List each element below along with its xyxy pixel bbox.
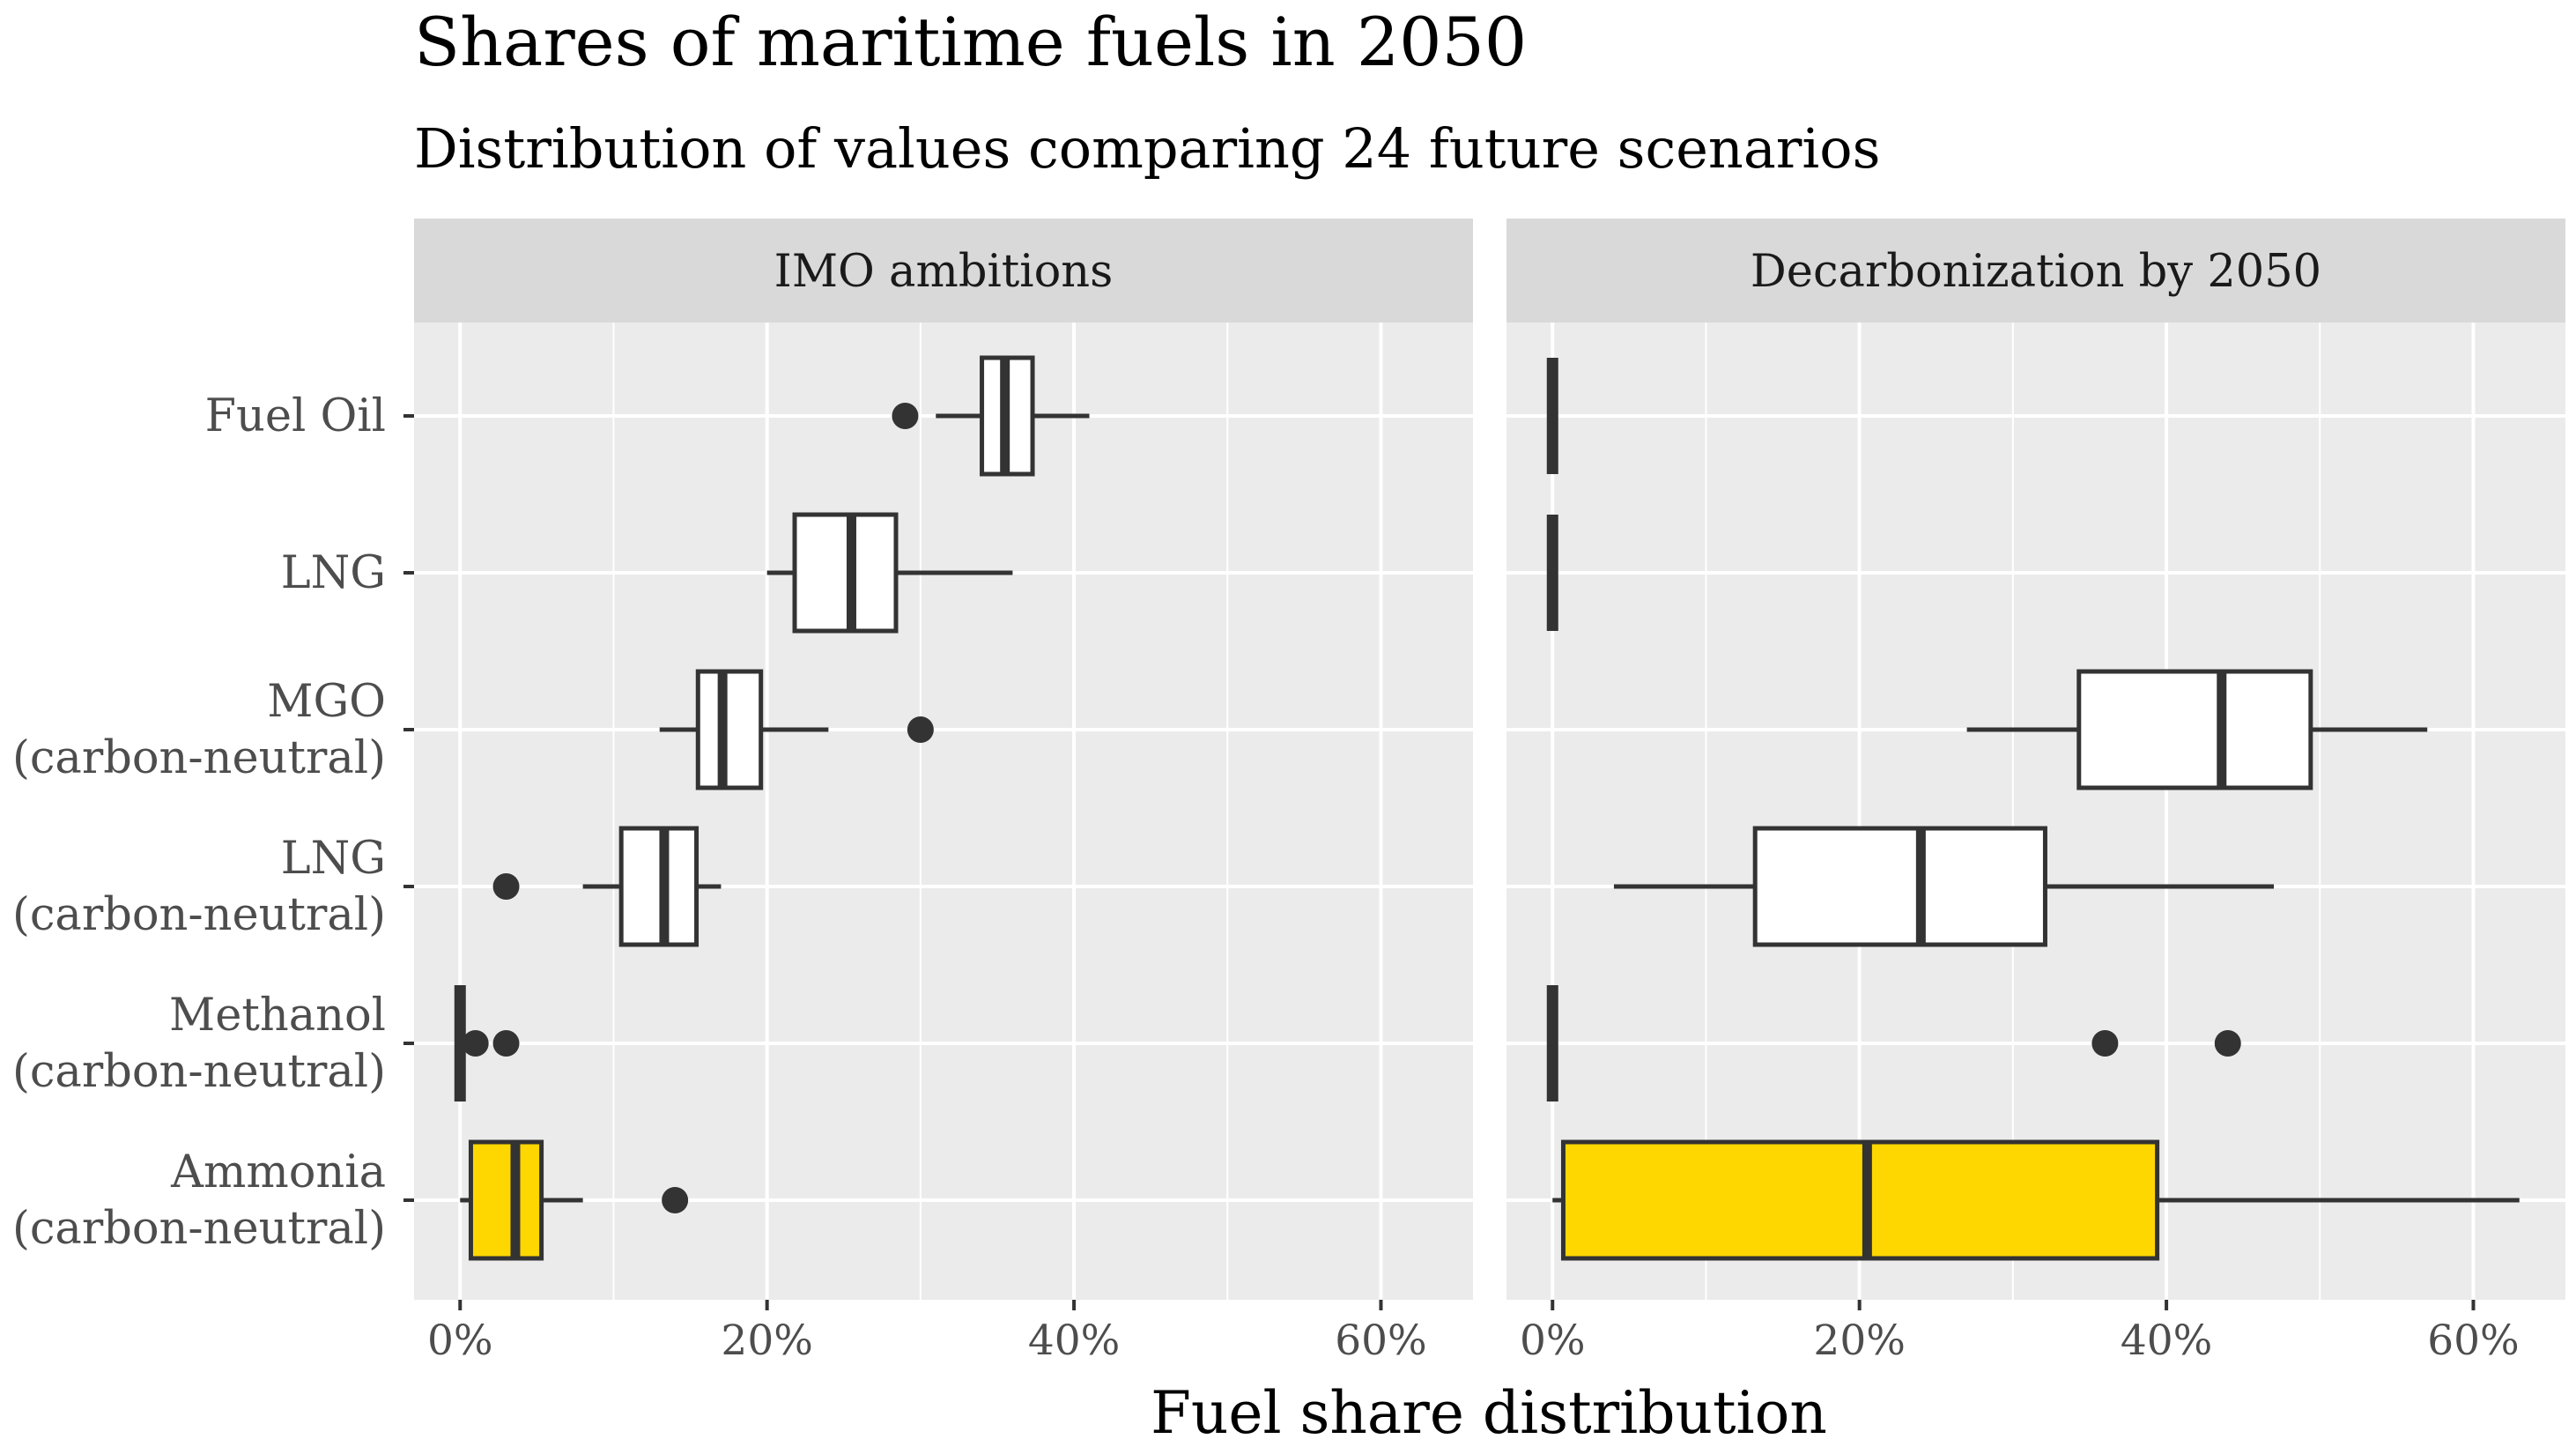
strip-background (414, 219, 1473, 323)
y-tick-label: Ammonia (carbon-neutral) (12, 1146, 386, 1255)
outlier-point (2214, 1030, 2241, 1057)
y-tick-label-line: (carbon-neutral) (12, 889, 386, 941)
x-tick-label: 0% (1520, 1317, 1586, 1365)
y-tick-label-line: (carbon-neutral) (12, 1203, 386, 1255)
outlier-point (2091, 1030, 2119, 1057)
box-iqr (695, 669, 764, 790)
y-tick-label-line: Fuel Oil (205, 390, 386, 442)
x-axis-title: Fuel share distribution (1151, 1379, 1827, 1439)
outlier-point (662, 1187, 689, 1213)
x-tick-label: 40% (1028, 1317, 1120, 1365)
box-fuel-oil (892, 355, 1090, 477)
y-tick-label: LNG (281, 547, 386, 599)
y-tick-label: LNG (carbon-neutral) (12, 833, 386, 941)
x-tick-label: 20% (1813, 1317, 1905, 1365)
box-iqr (2076, 669, 2313, 790)
panel-background (1506, 323, 2565, 1300)
box-iqr (792, 512, 899, 634)
outlier-point (492, 1030, 520, 1057)
box-iqr (618, 826, 700, 947)
panel-decarbonization-by-2050: Decarbonization by 2050 0% 20% 40% 60% (1506, 219, 2565, 1365)
y-tick-label: Methanol (carbon-neutral) (12, 990, 386, 1098)
y-tick-label-line: LNG (281, 833, 386, 885)
panel-background (414, 323, 1473, 1300)
box-methanol-carbon-neutral (1546, 985, 2241, 1102)
box-lng (766, 512, 1013, 634)
x-tick-label: 0% (427, 1317, 493, 1365)
strip-background (1506, 219, 2565, 323)
y-tick-label-line: (carbon-neutral) (12, 732, 386, 784)
box-methanol-carbon-neutral (454, 985, 520, 1102)
x-tick-label: 60% (1335, 1317, 1426, 1365)
strip-label: Decarbonization by 2050 (1751, 246, 2321, 298)
box-mgo-carbon-neutral (1966, 669, 2428, 790)
outlier-point (492, 873, 520, 900)
box-lng-carbon-neutral (1613, 826, 2275, 947)
y-tick-label: MGO (carbon-neutral) (12, 676, 386, 784)
y-tick-label-line: Methanol (169, 990, 386, 1042)
chart-title: Shares of maritime fuels in 2050 (414, 3, 1527, 81)
outlier-point (462, 1030, 489, 1057)
strip-label: IMO ambitions (774, 246, 1114, 298)
y-tick-label: Fuel Oil (205, 390, 386, 442)
x-tick-label: 60% (2427, 1317, 2519, 1365)
box-ammonia-carbon-neutral (460, 1139, 689, 1261)
y-tick-label-line: MGO (267, 676, 386, 728)
panel-imo-ambitions: IMO ambitions 0% 20% 40% 60% (414, 219, 1473, 1365)
x-tick-label: 40% (2121, 1317, 2212, 1365)
box-mgo-carbon-neutral (659, 669, 934, 790)
box-ammonia-carbon-neutral (1552, 1139, 2520, 1261)
x-tick-label: 20% (721, 1317, 812, 1365)
box-iqr (468, 1139, 544, 1261)
y-tick-label-line: (carbon-neutral) (12, 1046, 386, 1098)
outlier-point (907, 716, 934, 743)
y-tick-label-line: Ammonia (170, 1146, 386, 1198)
outlier-point (892, 403, 919, 429)
box-lng-carbon-neutral (492, 826, 722, 947)
chart-subtitle: Distribution of values comparing 24 futu… (414, 116, 1880, 181)
box-iqr (1752, 826, 2047, 947)
box-iqr (1560, 1139, 2160, 1261)
y-tick-label-line: LNG (281, 547, 386, 599)
